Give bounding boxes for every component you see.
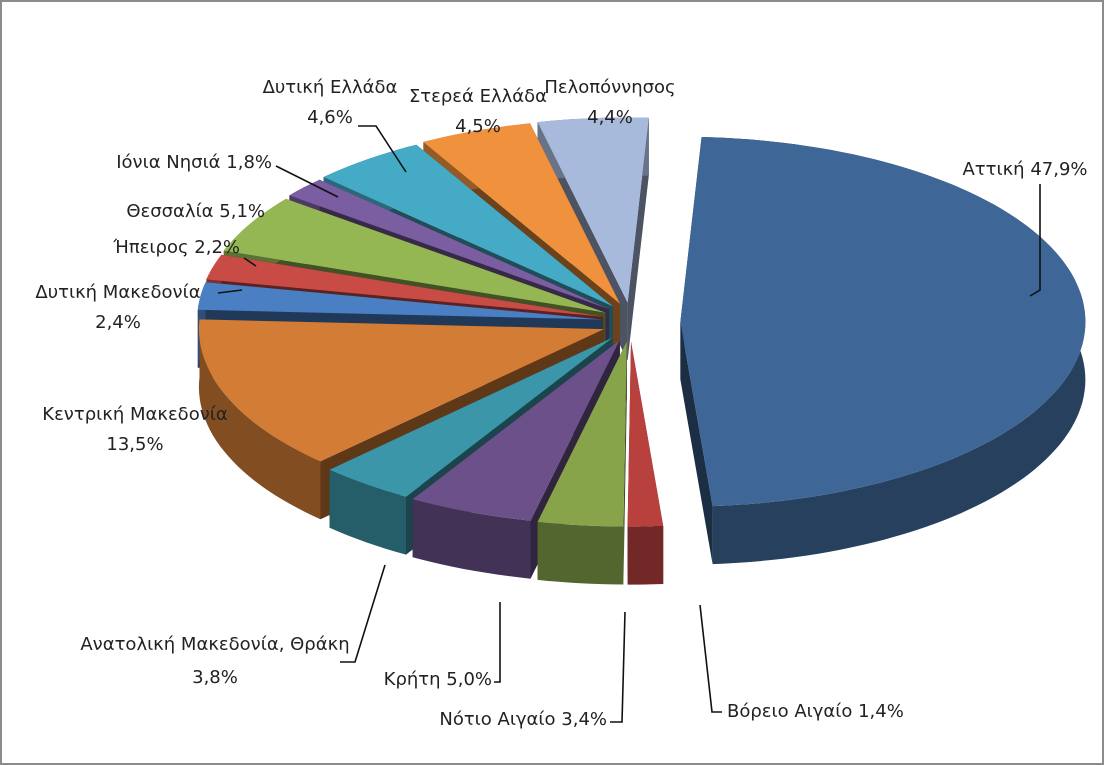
value-label: 3,4% — [561, 709, 607, 730]
slice-wall — [537, 521, 624, 585]
slice-label: Ανατολική Μακεδονία, Θράκη — [80, 634, 349, 655]
slice-label: Πελοπόννησος — [544, 77, 675, 98]
slice-top — [537, 117, 649, 303]
category: Αττική — [962, 159, 1024, 180]
value-label: 5,1% — [219, 201, 265, 222]
pie — [197, 117, 1086, 585]
category: Νότιο Αιγαίο — [439, 709, 555, 730]
category: Θεσσαλία — [126, 201, 213, 222]
leader-line — [243, 257, 257, 267]
value-label: 1,4% — [858, 701, 904, 722]
category: Ιόνια Νησιά — [116, 152, 220, 173]
slice-top — [412, 340, 620, 521]
slice-label: Δυτική Μακεδονία — [35, 282, 200, 303]
category: Ήπειρος — [112, 237, 188, 258]
slice-top — [198, 319, 604, 462]
value-label: 5,0% — [446, 669, 492, 690]
leader-line — [275, 165, 339, 198]
slice-side — [680, 321, 713, 565]
slice-top — [289, 179, 609, 310]
slice-label: Δυτική Ελλάδα — [263, 77, 398, 98]
slice-top — [627, 341, 664, 527]
value-label: 4,6% — [307, 107, 353, 128]
slice-top — [323, 144, 613, 307]
slice-label: Αττική 47,9% — [962, 159, 1087, 180]
slice-side — [623, 341, 627, 585]
slice-label: Στερεά Ελλάδα — [409, 86, 547, 107]
slice-side — [627, 117, 649, 361]
value-label: 13,5% — [106, 434, 163, 455]
slice-wall — [627, 526, 664, 585]
value-label: 3,8% — [192, 667, 238, 688]
category: Βόρειο Αιγαίο — [727, 701, 852, 722]
slice-label: Ήπειρος 2,2% — [112, 237, 240, 258]
value-label: 4,5% — [455, 116, 501, 137]
slice-top — [537, 341, 627, 527]
slice-top — [197, 282, 603, 320]
leader-line — [340, 564, 386, 663]
value-label: 2,2% — [194, 237, 240, 258]
value-label: 4,4% — [587, 107, 633, 128]
leader-line — [217, 289, 243, 294]
slice-wall — [412, 499, 531, 579]
slice-label: Ιόνια Νησιά 1,8% — [116, 152, 272, 173]
slice-label: Νότιο Αιγαίο 3,4% — [439, 709, 607, 730]
leader-line — [610, 611, 626, 723]
slice-top — [423, 123, 620, 304]
slice-top — [680, 137, 1086, 507]
slice-top — [223, 198, 606, 313]
leader-line — [1029, 184, 1041, 297]
slice — [680, 137, 1086, 565]
slice-wall — [198, 319, 321, 520]
leader-line — [494, 602, 501, 683]
slice — [627, 341, 664, 585]
slice-top — [206, 254, 603, 317]
slice-label: Βόρειο Αιγαίο 1,4% — [727, 701, 904, 722]
value-label: 1,8% — [226, 152, 272, 173]
leader-line — [699, 604, 722, 713]
slice-label: Κεντρική Μακεδονία — [42, 404, 227, 425]
slice-top — [329, 337, 613, 497]
slice-wall — [329, 469, 406, 555]
labels: Αττική 47,9% Βόρειο Αιγαίο 1,4% Νότιο Αι… — [35, 77, 1087, 730]
slice — [537, 341, 627, 585]
slice-label: Κρήτη 5,0% — [384, 669, 492, 690]
slice — [412, 340, 620, 579]
leader-line — [358, 125, 407, 173]
value-label: 2,4% — [95, 312, 141, 333]
value-label: 47,9% — [1030, 159, 1087, 180]
slice-label: Θεσσαλία 5,1% — [126, 201, 265, 222]
category: Κρήτη — [384, 669, 441, 690]
